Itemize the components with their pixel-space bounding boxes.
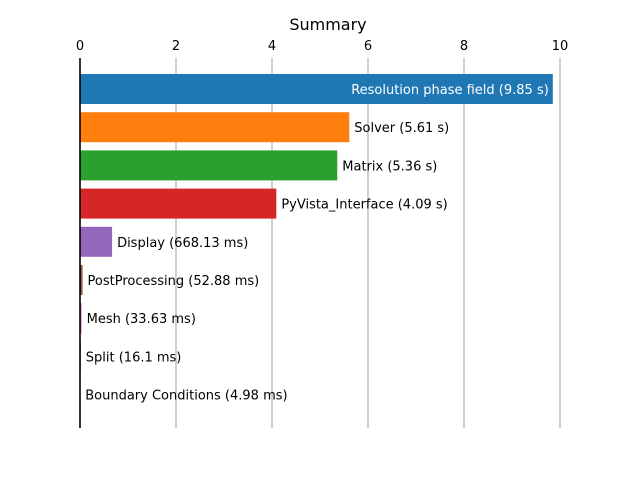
x-tick-label: 0 [76, 39, 84, 54]
x-tick-labels: 0 2 4 6 8 10 [76, 39, 568, 54]
bar-label: Display (668.13 ms) [117, 236, 248, 251]
x-tick-label: 10 [552, 39, 569, 54]
x-tick-label: 6 [364, 39, 372, 54]
bar [80, 112, 350, 143]
bar-label: Solver (5.61 s) [354, 121, 449, 136]
bar [80, 74, 553, 104]
bar-label: PostProcessing (52.88 ms) [88, 274, 260, 289]
bar-label: Boundary Conditions (4.98 ms) [85, 389, 287, 404]
bar [80, 226, 113, 257]
bar [80, 150, 338, 181]
x-tick-label: 2 [172, 39, 180, 54]
x-tick-label: 8 [460, 39, 468, 54]
bar [80, 188, 277, 219]
bar-label: Matrix (5.36 s) [342, 159, 437, 174]
chart-title: Summary [289, 15, 366, 34]
bar-label: Resolution phase field (9.85 s) [351, 83, 549, 98]
bar-labels: Resolution phase field (9.85 s) Solver (5… [85, 83, 549, 404]
bar-label: Split (16.1 ms) [86, 350, 182, 365]
bar-label: PyVista_Interface (4.09 s) [281, 198, 447, 213]
bar [80, 265, 83, 295]
bar-label: Mesh (33.63 ms) [87, 312, 196, 327]
bars [80, 74, 553, 410]
bar [80, 303, 82, 334]
x-tick-label: 4 [268, 39, 276, 54]
